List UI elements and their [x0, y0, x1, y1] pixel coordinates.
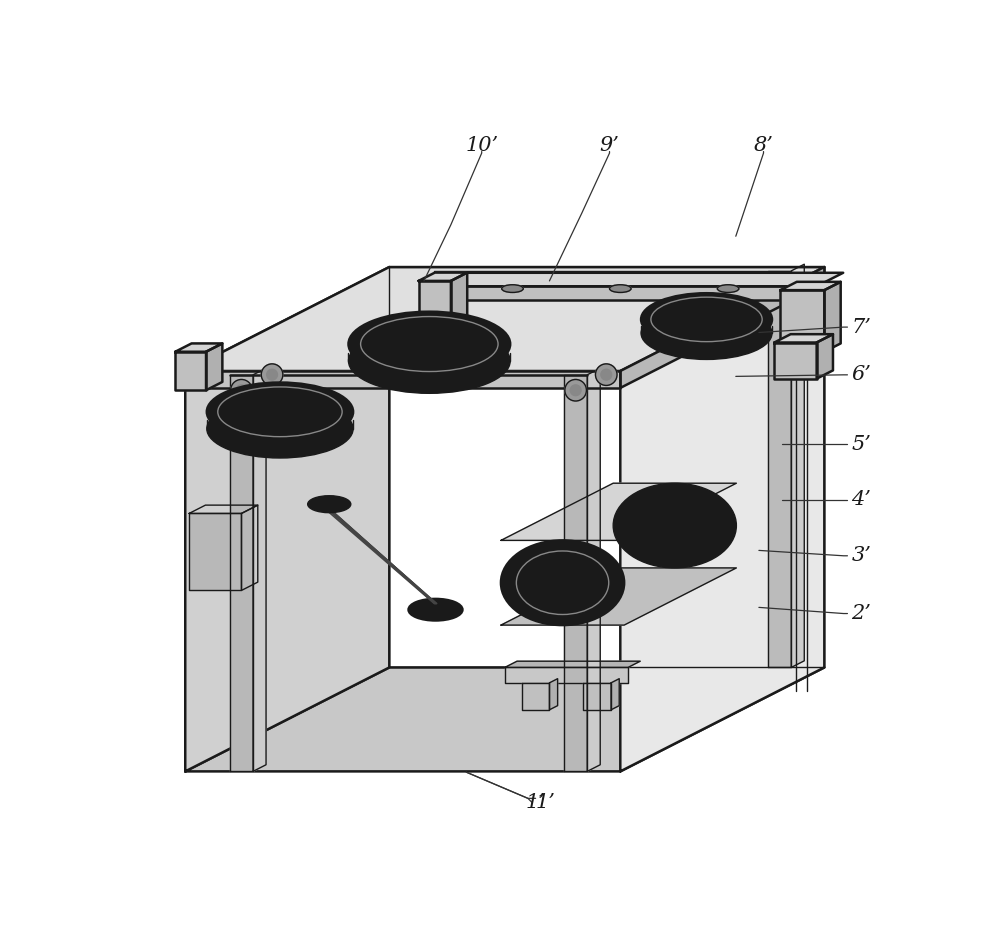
Polygon shape: [611, 678, 619, 709]
Polygon shape: [824, 282, 841, 351]
Polygon shape: [791, 265, 804, 668]
Circle shape: [601, 369, 612, 380]
Polygon shape: [175, 351, 206, 390]
Circle shape: [231, 380, 252, 401]
Text: 6’: 6’: [851, 365, 871, 384]
Text: 2’: 2’: [851, 604, 871, 623]
Polygon shape: [424, 286, 817, 300]
Ellipse shape: [687, 311, 726, 328]
Polygon shape: [189, 513, 241, 591]
Circle shape: [595, 364, 617, 385]
Polygon shape: [774, 343, 817, 379]
Circle shape: [267, 369, 277, 380]
Ellipse shape: [717, 284, 739, 292]
Text: 8’: 8’: [754, 136, 773, 154]
Ellipse shape: [502, 284, 523, 292]
Ellipse shape: [613, 483, 736, 568]
Polygon shape: [419, 272, 467, 281]
Polygon shape: [230, 375, 253, 771]
Ellipse shape: [348, 312, 510, 377]
Polygon shape: [419, 281, 451, 351]
Polygon shape: [253, 368, 266, 771]
Polygon shape: [522, 683, 549, 709]
Text: 10’: 10’: [465, 136, 498, 154]
Polygon shape: [185, 267, 824, 371]
Polygon shape: [505, 661, 640, 668]
Polygon shape: [424, 273, 843, 286]
Polygon shape: [501, 568, 736, 625]
Polygon shape: [501, 483, 736, 541]
Ellipse shape: [405, 333, 454, 355]
Polygon shape: [780, 290, 824, 351]
Polygon shape: [620, 267, 824, 771]
Ellipse shape: [258, 402, 302, 421]
Circle shape: [236, 385, 247, 396]
Polygon shape: [774, 334, 833, 343]
Polygon shape: [587, 368, 600, 771]
Text: 9’: 9’: [600, 136, 619, 154]
Ellipse shape: [313, 498, 345, 511]
Ellipse shape: [308, 495, 351, 512]
Polygon shape: [185, 668, 824, 771]
Polygon shape: [817, 334, 833, 379]
Text: 5’: 5’: [851, 434, 871, 454]
Text: 7’: 7’: [851, 317, 871, 336]
Circle shape: [565, 380, 586, 401]
Ellipse shape: [641, 307, 772, 360]
Ellipse shape: [610, 284, 631, 292]
Circle shape: [261, 364, 283, 385]
Ellipse shape: [207, 399, 353, 458]
Polygon shape: [175, 344, 222, 351]
Text: 4’: 4’: [851, 490, 871, 509]
Polygon shape: [185, 371, 620, 388]
Ellipse shape: [348, 329, 510, 394]
Ellipse shape: [318, 500, 340, 509]
Polygon shape: [564, 375, 587, 771]
Polygon shape: [189, 505, 258, 513]
Polygon shape: [583, 683, 611, 709]
Ellipse shape: [409, 599, 462, 621]
Polygon shape: [768, 271, 791, 668]
Circle shape: [570, 385, 581, 396]
Polygon shape: [185, 267, 389, 771]
Ellipse shape: [641, 293, 772, 346]
Text: 3’: 3’: [851, 546, 871, 565]
Polygon shape: [505, 668, 628, 683]
Ellipse shape: [207, 382, 353, 441]
Text: 1’: 1’: [526, 792, 546, 812]
Polygon shape: [620, 267, 824, 388]
Text: 1’: 1’: [536, 792, 555, 812]
Polygon shape: [780, 282, 841, 290]
Polygon shape: [241, 505, 258, 591]
Polygon shape: [549, 678, 558, 709]
Polygon shape: [206, 344, 222, 390]
Polygon shape: [451, 272, 467, 351]
Ellipse shape: [501, 541, 624, 625]
